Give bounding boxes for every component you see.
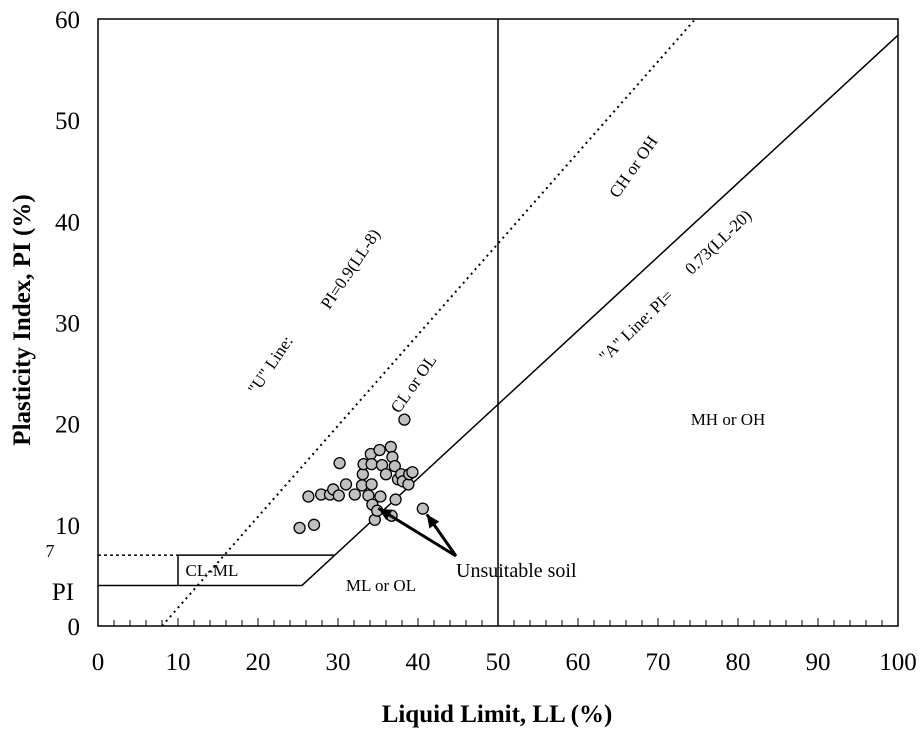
annotation-arrow-head xyxy=(378,508,393,521)
a-line xyxy=(301,34,899,587)
plot-area xyxy=(97,18,899,627)
reference-lines xyxy=(98,18,899,627)
zone-mh-or-oh: MH or OH xyxy=(691,410,766,429)
x-tick-label: 40 xyxy=(406,649,431,676)
y-tick-label: 0 xyxy=(68,614,81,641)
data-point xyxy=(373,443,386,457)
a-line-label-part1: "A" Line: PI= xyxy=(595,286,677,366)
x-tick-label: 20 xyxy=(246,649,271,676)
data-point xyxy=(402,478,415,491)
data-point xyxy=(293,521,306,535)
data-point xyxy=(365,478,378,491)
data-point xyxy=(374,490,387,503)
data-points xyxy=(293,413,429,535)
u-line-label-part1: "U" Line: xyxy=(244,332,297,398)
y-extra-label-pi: PI xyxy=(52,579,74,606)
y-tick-labels: 0 10 20 30 40 50 60 xyxy=(55,7,80,641)
x-axis-title: Liquid Limit, LL (%) xyxy=(382,701,613,728)
y-tick-label: 10 xyxy=(55,513,80,540)
data-point xyxy=(384,440,397,454)
x-minor-ticks xyxy=(113,618,883,626)
data-point xyxy=(333,456,346,470)
annotation-arrow-shaft xyxy=(377,506,457,558)
y-tick-label: 60 xyxy=(55,7,80,34)
y-tick-label: 50 xyxy=(55,108,80,135)
data-point xyxy=(406,466,419,479)
y-tick-label: 30 xyxy=(55,311,80,338)
x-tick-label: 70 xyxy=(646,649,671,676)
x-tick-label: 90 xyxy=(806,649,831,676)
x-tick-label: 50 xyxy=(486,649,511,676)
zone-ml-or-ol: ML or OL xyxy=(346,576,416,595)
x-tick-label: 10 xyxy=(166,649,191,676)
u-line xyxy=(161,18,697,627)
annotation-arrows xyxy=(377,506,458,558)
data-point xyxy=(365,457,378,471)
y-tick-label: 40 xyxy=(55,209,80,236)
data-point xyxy=(348,488,361,501)
zone-ch-or-oh: CH or OH xyxy=(605,132,661,201)
a-line-label-part2: 0.73(LL-20) xyxy=(681,206,755,278)
y-extra-label-7: 7 xyxy=(46,541,55,561)
annotation-arrow-head xyxy=(426,514,440,529)
data-point xyxy=(307,518,321,531)
x-tick-label: 100 xyxy=(879,649,917,676)
zone-cl-or-ol: CL or OL xyxy=(387,351,441,416)
data-point xyxy=(389,493,402,506)
data-point xyxy=(302,490,315,503)
data-point xyxy=(339,478,353,491)
data-point xyxy=(379,468,393,481)
data-point xyxy=(356,468,369,481)
x-tick-label: 30 xyxy=(326,649,351,676)
data-point xyxy=(416,502,429,515)
y-tick-label: 20 xyxy=(55,412,80,439)
zone-cl-ml: CL-ML xyxy=(186,561,239,580)
x-tick-label: 60 xyxy=(566,649,591,676)
u-line-label-part2: PI=0.9(LL-8) xyxy=(317,225,384,312)
data-point xyxy=(388,460,401,473)
y-axis-title: Plasticity Index, PI (%) xyxy=(9,194,36,445)
x-tick-label: 80 xyxy=(726,649,751,676)
data-point xyxy=(398,413,411,426)
x-tick-labels: 0 10 20 30 40 50 60 70 80 90 100 xyxy=(92,649,917,676)
data-point xyxy=(332,489,345,502)
unsuitable-soil-label: Unsuitable soil xyxy=(456,560,577,582)
x-tick-label: 0 xyxy=(92,649,105,676)
